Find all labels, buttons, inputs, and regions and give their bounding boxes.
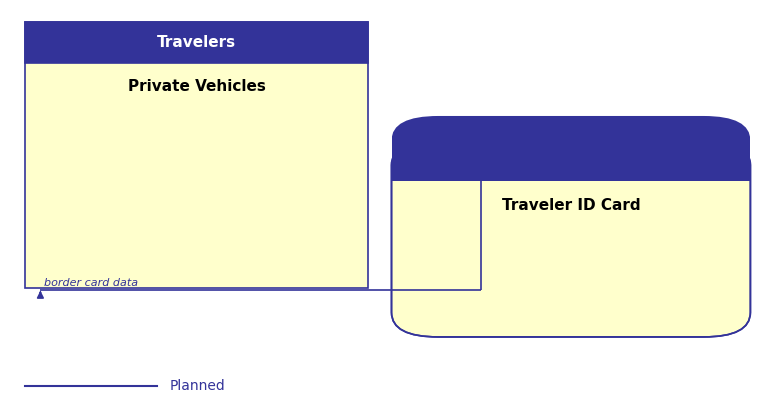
- Bar: [25, 22, 368, 63]
- Bar: [25, 22, 368, 288]
- FancyBboxPatch shape: [392, 116, 750, 206]
- Text: border card data: border card data: [45, 278, 139, 288]
- Text: Traveler ID Card: Traveler ID Card: [502, 198, 640, 213]
- Text: Planned: Planned: [169, 379, 225, 393]
- FancyBboxPatch shape: [392, 140, 750, 337]
- Text: Travelers: Travelers: [157, 35, 236, 50]
- Text: Private Vehicles: Private Vehicles: [128, 79, 265, 94]
